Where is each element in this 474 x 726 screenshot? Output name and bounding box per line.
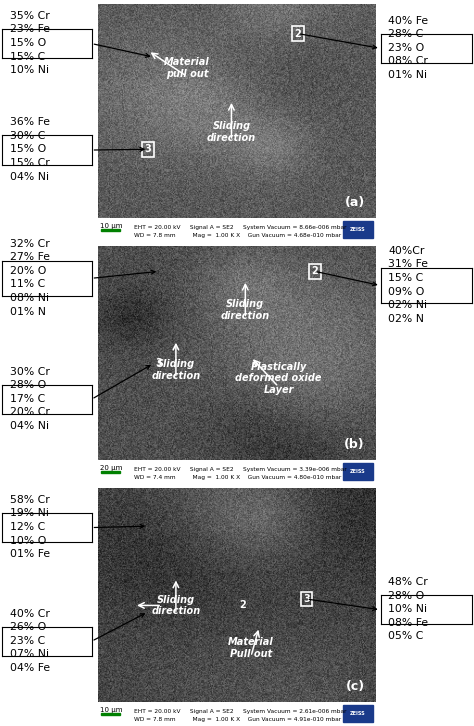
Text: 32% Cr
27% Fe
20% O
11% C
08% Ni
01% N: 32% Cr 27% Fe 20% O 11% C 08% Ni 01% N <box>9 239 50 317</box>
Text: 2: 2 <box>295 28 301 38</box>
Text: 3: 3 <box>303 594 310 604</box>
Text: WD = 7.8 mm         Mag =  1.00 K X    Gun Vacuum = 4.68e-010 mbar: WD = 7.8 mm Mag = 1.00 K X Gun Vacuum = … <box>134 233 341 238</box>
Text: 36% Fe
30% C
15% O
15% Cr
04% Ni: 36% Fe 30% C 15% O 15% Cr 04% Ni <box>9 118 50 182</box>
Text: ZEISS: ZEISS <box>350 227 365 232</box>
Text: 48% Cr
28% O
10% Ni
08% Fe
05% C: 48% Cr 28% O 10% Ni 08% Fe 05% C <box>388 577 428 642</box>
Text: 35% Cr
23% Fe
15% O
15% C
10% Ni: 35% Cr 23% Fe 15% O 15% C 10% Ni <box>9 11 50 76</box>
Bar <box>101 471 120 473</box>
Text: 2: 2 <box>239 600 246 611</box>
Text: Material
Pull out: Material Pull out <box>228 637 274 659</box>
Text: Sliding
direction: Sliding direction <box>221 299 270 321</box>
Text: Plastically
deformed oxide
Layer: Plastically deformed oxide Layer <box>236 362 322 395</box>
Text: EHT = 20.00 kV     Signal A = SE2     System Vacuum = 2.61e-006 mbar: EHT = 20.00 kV Signal A = SE2 System Vac… <box>134 709 346 714</box>
Text: 10 μm: 10 μm <box>100 707 122 713</box>
Text: ZEISS: ZEISS <box>350 470 365 474</box>
Text: WD = 7.4 mm         Mag =  1.00 K X    Gun Vacuum = 4.80e-010 mbar: WD = 7.4 mm Mag = 1.00 K X Gun Vacuum = … <box>134 475 341 480</box>
Bar <box>343 463 373 481</box>
Text: 40% Cr
26% O
23% C
07% Ni
04% Fe: 40% Cr 26% O 23% C 07% Ni 04% Fe <box>9 608 50 673</box>
Text: 40%Cr
31% Fe
15% C
09% O
02% Ni
02% N: 40%Cr 31% Fe 15% C 09% O 02% Ni 02% N <box>388 246 428 324</box>
Text: (b): (b) <box>344 439 365 452</box>
Text: 40% Fe
28% C
23% O
08% Cr
01% Ni: 40% Fe 28% C 23% O 08% Cr 01% Ni <box>388 16 428 80</box>
Text: Sliding
direction: Sliding direction <box>151 595 201 616</box>
Text: (c): (c) <box>346 680 365 693</box>
Text: EHT = 20.00 kV     Signal A = SE2     System Vacuum = 8.66e-006 mbar: EHT = 20.00 kV Signal A = SE2 System Vac… <box>134 224 346 229</box>
Text: 3: 3 <box>145 144 152 154</box>
Text: WD = 7.8 mm         Mag =  1.00 K X    Gun Vacuum = 4.91e-010 mbar: WD = 7.8 mm Mag = 1.00 K X Gun Vacuum = … <box>134 717 341 722</box>
Text: 58% Cr
19% Ni
12% C
10% O
01% Fe: 58% Cr 19% Ni 12% C 10% O 01% Fe <box>9 495 50 559</box>
Bar <box>101 713 120 715</box>
Text: 10 μm: 10 μm <box>100 223 122 229</box>
Text: Sliding
direction: Sliding direction <box>207 121 256 143</box>
Text: 30% Cr
28% O
17% C
20% Cr
04% Ni: 30% Cr 28% O 17% C 20% Cr 04% Ni <box>9 367 49 431</box>
Text: Material
pull out: Material pull out <box>164 57 210 78</box>
Text: 3: 3 <box>156 359 163 368</box>
Text: 20 μm: 20 μm <box>100 465 122 471</box>
Text: ZEISS: ZEISS <box>350 711 365 717</box>
Text: 2: 2 <box>311 266 318 277</box>
Bar <box>101 229 120 231</box>
Text: EHT = 20.00 kV     Signal A = SE2     System Vacuum = 3.39e-006 mbar: EHT = 20.00 kV Signal A = SE2 System Vac… <box>134 467 347 472</box>
Text: Sliding
direction: Sliding direction <box>151 359 201 380</box>
Bar <box>343 221 373 238</box>
Text: (a): (a) <box>345 196 365 209</box>
Bar <box>343 706 373 722</box>
